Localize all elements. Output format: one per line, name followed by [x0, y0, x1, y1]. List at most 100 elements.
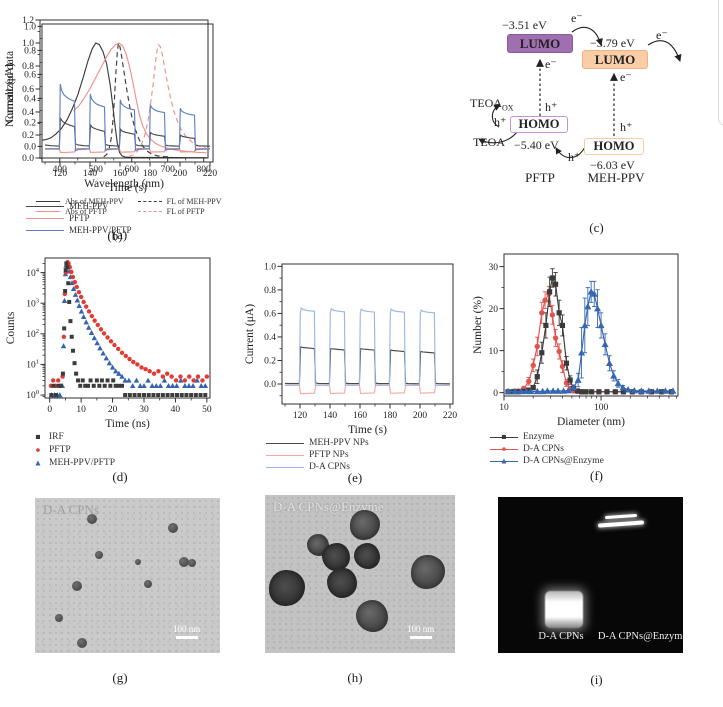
legend-entry: ▲ MEH-PPV/PFTP — [33, 457, 115, 468]
svg-text:180: 180 — [383, 411, 398, 421]
teoa-text: TEOA — [470, 96, 502, 110]
svg-text:400: 400 — [53, 165, 68, 175]
nanoparticle-cluster — [354, 543, 380, 569]
svg-text:800: 800 — [197, 165, 212, 175]
hole-label: h⁺ — [545, 100, 558, 114]
nanoparticle — [55, 614, 63, 622]
pftp-name: PFTP — [525, 170, 555, 185]
meh-ppv-name: MEH-PPV — [587, 170, 645, 185]
caption-i: (i) — [590, 672, 603, 687]
hole-label: h⁺ — [494, 115, 507, 129]
svg-text:0.2: 0.2 — [264, 357, 276, 367]
legend-entry: Abs of PFTP — [36, 207, 124, 216]
pftp-lumo-box: LUMO — [507, 34, 573, 53]
svg-text:100: 100 — [26, 389, 39, 401]
electron-out-arrow — [647, 40, 682, 62]
svg-text:101: 101 — [26, 359, 39, 371]
svg-text:Current (μA): Current (μA) — [4, 63, 16, 123]
caption-a: (a) — [112, 227, 128, 242]
svg-text:500: 500 — [89, 165, 104, 175]
hole-label: h⁺ — [568, 150, 581, 164]
svg-text:103: 103 — [26, 297, 39, 309]
legend-entry: FL of MEH-PPV — [137, 197, 222, 206]
svg-text:1.2: 1.2 — [22, 16, 34, 26]
caption-g: (g) — [112, 670, 128, 685]
svg-text:102: 102 — [26, 328, 39, 340]
svg-text:30: 30 — [139, 405, 149, 415]
legend-entry: ● PFTP — [35, 444, 71, 455]
caption-f: (f) — [590, 468, 603, 483]
svg-text:1.0: 1.0 — [22, 39, 34, 49]
nanoparticle-cluster — [327, 568, 357, 598]
legend-entry: ● D-A CPNs — [490, 444, 604, 454]
tem-image-da-cpns-enzyme: D-A CPNs@Enzyme 100 nm — [265, 495, 455, 653]
caption-c: (c) — [589, 220, 604, 235]
svg-text:0.8: 0.8 — [24, 47, 36, 57]
energy-arrows — [478, 26, 682, 159]
svg-text:0.0: 0.0 — [264, 380, 276, 390]
legend-entry: PFTP — [26, 213, 132, 223]
svg-text:10: 10 — [489, 347, 499, 357]
svg-text:10: 10 — [499, 403, 509, 413]
nanoparticle-cluster — [411, 555, 445, 589]
caption-h: (h) — [347, 670, 363, 685]
tem-h-label: D-A CPNs@Enzyme — [273, 499, 384, 514]
svg-text:Time (ns): Time (ns) — [105, 418, 150, 430]
teoa-ox-subscript: OX — [502, 103, 514, 113]
scale-bar: 100 nm — [173, 624, 200, 639]
svg-text:Current (μA): Current (μA) — [244, 304, 256, 364]
scale-bar-text: 100 nm — [173, 624, 201, 634]
legend-entry: ■ IRF — [35, 431, 64, 442]
nanoparticle-cluster — [269, 570, 305, 606]
tem-image-da-cpns: D-A CPNs 100 nm — [35, 498, 220, 653]
nanoparticle-cluster — [322, 543, 350, 571]
nanoparticle — [188, 559, 196, 567]
svg-text:220: 220 — [203, 169, 218, 179]
svg-text:0.2: 0.2 — [22, 131, 34, 141]
legend-f: ■ Enzyme ● D-A CPNs ▲ D-A CPNs@Enzyme — [490, 432, 604, 466]
legend-entry: MEH-PPV NPs — [266, 438, 369, 448]
svg-text:0.4: 0.4 — [22, 108, 34, 118]
legend-entry: ▲ D-A CPNs@Enzyme — [490, 456, 604, 466]
svg-text:220: 220 — [443, 411, 458, 421]
svg-text:30: 30 — [489, 263, 499, 273]
electron-label: e⁻ — [545, 57, 557, 71]
teoa-label: TEOA — [473, 135, 505, 149]
svg-text:Diameter (nm): Diameter (nm) — [557, 416, 625, 428]
chart-photocurrent-films: 120 140 160 180 200 2200.00.20.40.60.81.0Time… — [4, 23, 218, 194]
gel-band — [597, 520, 645, 528]
scale-bar-text: 100 nm — [407, 624, 435, 634]
meh-homo-box: HOMO — [584, 138, 644, 155]
svg-text:50: 50 — [202, 405, 212, 415]
svg-text:0.0: 0.0 — [22, 154, 34, 164]
svg-text:700: 700 — [161, 165, 176, 175]
legend-entry: FL of PFTP — [137, 207, 222, 216]
teoa-oxidation-arrow — [491, 104, 501, 128]
svg-text:200: 200 — [173, 169, 188, 179]
nanoparticle — [144, 580, 152, 588]
svg-text:0.6: 0.6 — [24, 71, 36, 81]
svg-text:Normalized data: Normalized data — [4, 51, 16, 127]
legend-e: MEH-PPV NPs PFTP NPs D-A CPNs — [266, 438, 369, 472]
svg-text:10: 10 — [76, 405, 86, 415]
svg-text:180: 180 — [143, 169, 158, 179]
svg-text:Time (s): Time (s) — [348, 424, 387, 436]
svg-text:200: 200 — [413, 411, 428, 421]
svg-text:160: 160 — [353, 411, 368, 421]
nanoparticle — [168, 523, 178, 533]
nanoparticle-cluster — [356, 600, 388, 632]
svg-text:0: 0 — [493, 389, 498, 399]
gel-band — [604, 513, 638, 519]
svg-text:0.4: 0.4 — [264, 333, 276, 343]
pftp-homo-energy: −5.40 eV — [514, 138, 559, 152]
panel-c-energy-diagram: −3.51 eV e⁻ LUMO −3.79 eV e⁻ LUMO e⁻ e⁻ … — [470, 0, 723, 248]
panel-g-tem-cpns: D-A CPNs 100 nm (g) — [0, 480, 240, 707]
svg-text:0.0: 0.0 — [24, 143, 36, 153]
panel-b-photocurrent: 120 140 160 180 200 220 0.0 0.2 0.4 0.6 0.8 1.0 Time… — [0, 0, 230, 248]
pftp-homo-box: HOMO — [510, 116, 568, 133]
legend-entry: D-A CPNs — [266, 462, 369, 472]
panel-i-gel: D-A CPNs D-A CPNs@Enzyme (i) — [470, 480, 723, 707]
homo-to-teoa-arrow — [478, 131, 518, 145]
legend-d: ■ IRF ● PFTP ▲ MEH-PPV/PFTP — [32, 432, 115, 468]
